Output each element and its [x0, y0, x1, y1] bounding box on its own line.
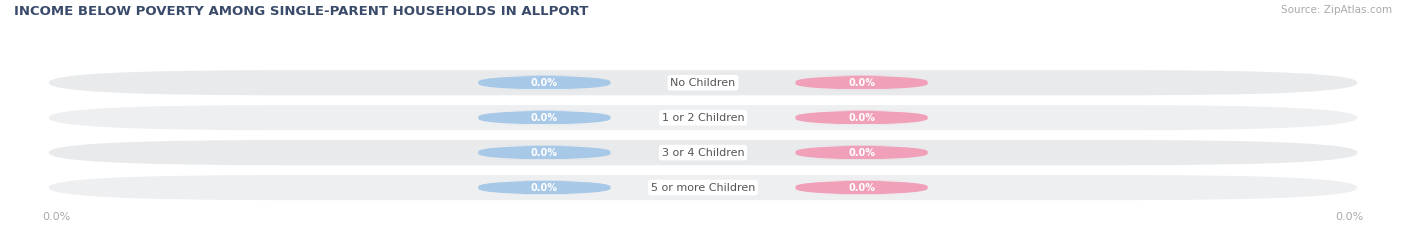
Text: INCOME BELOW POVERTY AMONG SINGLE-PARENT HOUSEHOLDS IN ALLPORT: INCOME BELOW POVERTY AMONG SINGLE-PARENT…	[14, 5, 589, 18]
FancyBboxPatch shape	[796, 75, 928, 90]
FancyBboxPatch shape	[49, 140, 1357, 165]
FancyBboxPatch shape	[49, 70, 1357, 95]
Text: Source: ZipAtlas.com: Source: ZipAtlas.com	[1281, 5, 1392, 15]
FancyBboxPatch shape	[796, 180, 928, 195]
Text: 0.0%: 0.0%	[42, 212, 70, 222]
Text: 0.0%: 0.0%	[531, 148, 558, 158]
Text: 0.0%: 0.0%	[531, 78, 558, 88]
Text: 3 or 4 Children: 3 or 4 Children	[662, 148, 744, 158]
Text: 0.0%: 0.0%	[531, 183, 558, 192]
Text: No Children: No Children	[671, 78, 735, 88]
Text: 0.0%: 0.0%	[1336, 212, 1364, 222]
FancyBboxPatch shape	[478, 145, 610, 160]
FancyBboxPatch shape	[478, 180, 610, 195]
FancyBboxPatch shape	[478, 110, 610, 125]
FancyBboxPatch shape	[49, 105, 1357, 130]
FancyBboxPatch shape	[796, 145, 928, 160]
Text: 0.0%: 0.0%	[848, 78, 875, 88]
FancyBboxPatch shape	[796, 110, 928, 125]
Text: 0.0%: 0.0%	[848, 113, 875, 123]
FancyBboxPatch shape	[49, 175, 1357, 200]
Text: 5 or more Children: 5 or more Children	[651, 183, 755, 192]
Text: 0.0%: 0.0%	[531, 113, 558, 123]
FancyBboxPatch shape	[478, 75, 610, 90]
Text: 0.0%: 0.0%	[848, 183, 875, 192]
Text: 0.0%: 0.0%	[848, 148, 875, 158]
Text: 1 or 2 Children: 1 or 2 Children	[662, 113, 744, 123]
